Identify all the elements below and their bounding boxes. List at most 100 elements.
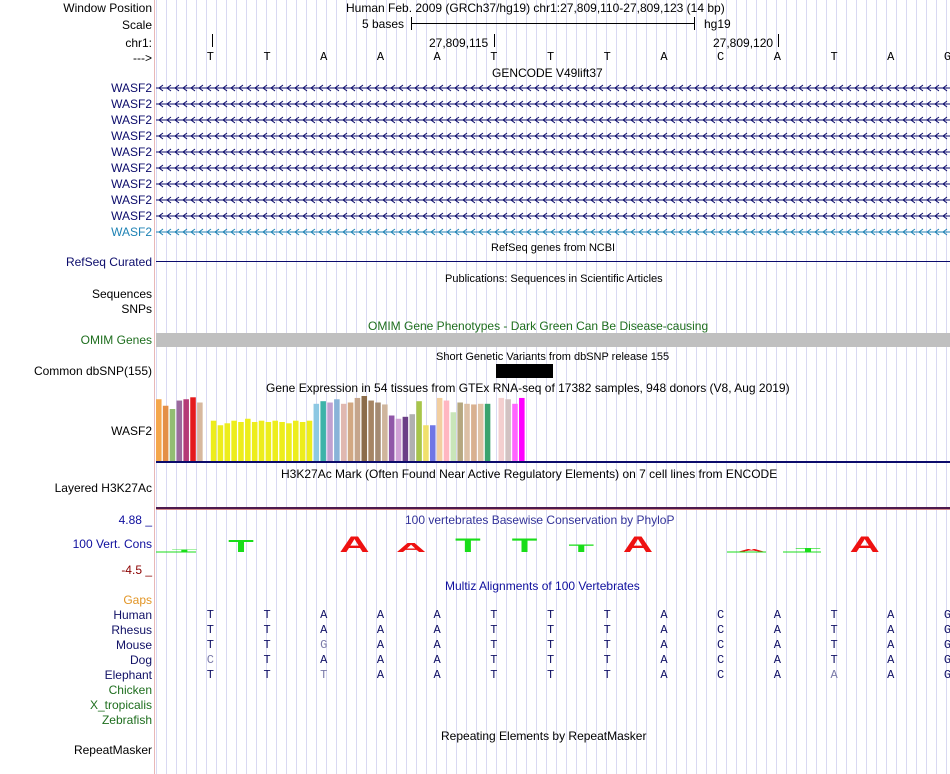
- species-label[interactable]: Elephant: [104, 668, 152, 682]
- gencode-transcript-label[interactable]: WASF2: [111, 193, 152, 207]
- alignment-base: T: [263, 623, 271, 637]
- grid-line: [896, 0, 897, 774]
- scale-bar-right-tick: [694, 17, 695, 30]
- alignment-base: G: [943, 608, 950, 622]
- grid-line: [256, 0, 257, 774]
- alignment-base: A: [773, 653, 781, 667]
- gencode-transcript-label[interactable]: WASF2: [111, 225, 152, 239]
- gencode-transcript-label[interactable]: WASF2: [111, 209, 152, 223]
- grid-line: [816, 0, 817, 774]
- grid-line: [156, 0, 157, 774]
- scale-bar: [411, 23, 695, 24]
- label-dbsnp[interactable]: Common dbSNP(155): [33, 364, 152, 378]
- label-gtex[interactable]: WASF2: [111, 424, 152, 438]
- strand-arrows: [158, 100, 948, 108]
- gtex-tissue-bar: [258, 420, 265, 461]
- gtex-tissue-bar: [217, 425, 224, 461]
- refseq-title: RefSeq genes from NCBI: [491, 242, 616, 254]
- refseq-gene-line[interactable]: [156, 261, 950, 262]
- gtex-tissue-bar: [183, 399, 189, 461]
- species-label[interactable]: X_tropicalis: [89, 698, 152, 712]
- grid-line: [786, 0, 787, 774]
- omim-gene-bar[interactable]: [156, 333, 950, 347]
- gencode-gene-models[interactable]: [156, 80, 950, 240]
- gencode-transcript-label[interactable]: WASF2: [111, 129, 152, 143]
- phylop-base-glyph: T: [568, 542, 594, 554]
- gencode-transcript-label[interactable]: WASF2: [111, 177, 152, 191]
- gtex-expression-chart[interactable]: [156, 396, 950, 466]
- gtex-tissue-bar: [320, 401, 326, 461]
- strand-arrows: [158, 212, 948, 220]
- alignment-base: T: [546, 653, 555, 667]
- alignment-base: T: [263, 608, 271, 622]
- coord-label-2: 27,809,120: [713, 36, 774, 50]
- phylop-base-glyph: T: [455, 534, 481, 556]
- label-omim[interactable]: OMIM Genes: [80, 333, 152, 347]
- phylop-base-glyph: A: [623, 533, 653, 557]
- phylop-base-glyph: T: [512, 534, 538, 556]
- alignment-base: A: [887, 608, 895, 622]
- grid-line: [466, 0, 467, 774]
- label-repeatmasker[interactable]: RepeatMasker: [73, 743, 152, 757]
- label-chrom: chr1:: [125, 36, 152, 50]
- gencode-transcript-label[interactable]: WASF2: [111, 145, 152, 159]
- grid-line: [406, 0, 407, 774]
- gtex-tissue-bar: [197, 402, 203, 461]
- alignment-base: A: [433, 653, 441, 667]
- species-label[interactable]: Mouse: [115, 638, 152, 652]
- base-letter: T: [490, 50, 498, 64]
- label-refseq[interactable]: RefSeq Curated: [65, 255, 152, 269]
- label-sequences[interactable]: Sequences: [91, 287, 152, 301]
- alignment-base: A: [376, 608, 385, 622]
- alignment-base: A: [376, 668, 385, 682]
- grid-line: [226, 0, 227, 774]
- species-label[interactable]: Human: [113, 608, 152, 622]
- gencode-transcript-label[interactable]: WASF2: [111, 81, 152, 95]
- grid-line: [696, 0, 697, 774]
- alignment-base: T: [546, 638, 555, 652]
- repeatmasker-title: Repeating Elements by RepeatMasker: [441, 729, 647, 743]
- phylop-title: 100 vertebrates Basewise Conservation by…: [405, 513, 675, 527]
- grid-line: [926, 0, 927, 774]
- alignment-base: G: [943, 668, 950, 682]
- alignment-base: T: [263, 653, 271, 667]
- gencode-transcript-label[interactable]: WASF2: [111, 113, 152, 127]
- h3k27ac-signal[interactable]: [156, 507, 950, 509]
- grid-line: [306, 0, 307, 774]
- alignment-base: A: [660, 668, 668, 682]
- alignment-base: C: [717, 638, 725, 652]
- gtex-tissue-bar: [402, 416, 409, 461]
- species-label[interactable]: Zebrafish: [101, 713, 152, 727]
- grid-line: [506, 0, 507, 774]
- species-label[interactable]: Dog: [129, 653, 152, 667]
- gtex-tissue-bar: [375, 402, 381, 461]
- species-label[interactable]: Chicken: [108, 683, 152, 697]
- gtex-tissue-bar: [512, 403, 518, 461]
- base-letter: A: [320, 50, 328, 64]
- gtex-tissue-bar: [347, 402, 354, 461]
- grid-line: [586, 0, 587, 774]
- gencode-transcript-label[interactable]: WASF2: [111, 97, 152, 111]
- track-labels: Window Position Scale chr1: ---> WASF2 WA…: [0, 0, 155, 774]
- alignment-base: A: [887, 653, 895, 667]
- species-label[interactable]: Rhesus: [111, 623, 152, 637]
- gtex-title: Gene Expression in 54 tissues from GTEx …: [266, 381, 790, 395]
- grid-line: [676, 0, 677, 774]
- label-phylop-max: 4.88 _: [118, 513, 152, 527]
- alignment-base: T: [320, 668, 328, 682]
- gtex-tissue-bar: [176, 400, 183, 461]
- grid-line: [636, 0, 637, 774]
- coord-tick-1: [212, 34, 213, 47]
- scale-bar-left-tick: [411, 17, 412, 30]
- base-letter: A: [376, 50, 385, 64]
- alignment-base: A: [433, 668, 441, 682]
- alignment-base: A: [887, 638, 895, 652]
- label-h3k27ac[interactable]: Layered H3K27Ac: [54, 481, 152, 495]
- dbsnp-variant[interactable]: [496, 364, 553, 378]
- alignment-base: T: [830, 653, 838, 667]
- label-snps[interactable]: SNPs: [121, 302, 152, 316]
- gencode-transcript-label[interactable]: WASF2: [111, 161, 152, 175]
- label-phylop[interactable]: 100 Vert. Cons: [72, 537, 152, 551]
- strand-arrows: [158, 196, 948, 204]
